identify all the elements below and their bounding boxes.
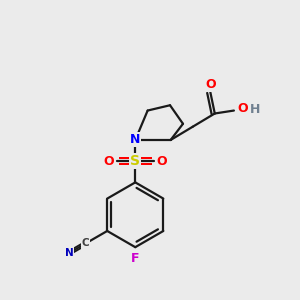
Text: N: N: [130, 134, 140, 146]
Text: F: F: [131, 252, 140, 265]
Text: C: C: [82, 238, 89, 248]
Text: O: O: [157, 155, 167, 168]
Text: N: N: [64, 248, 74, 258]
Text: S: S: [130, 154, 140, 168]
Text: H: H: [250, 103, 260, 116]
Text: O: O: [205, 78, 216, 92]
Text: O: O: [238, 102, 248, 115]
Text: O: O: [103, 155, 114, 168]
